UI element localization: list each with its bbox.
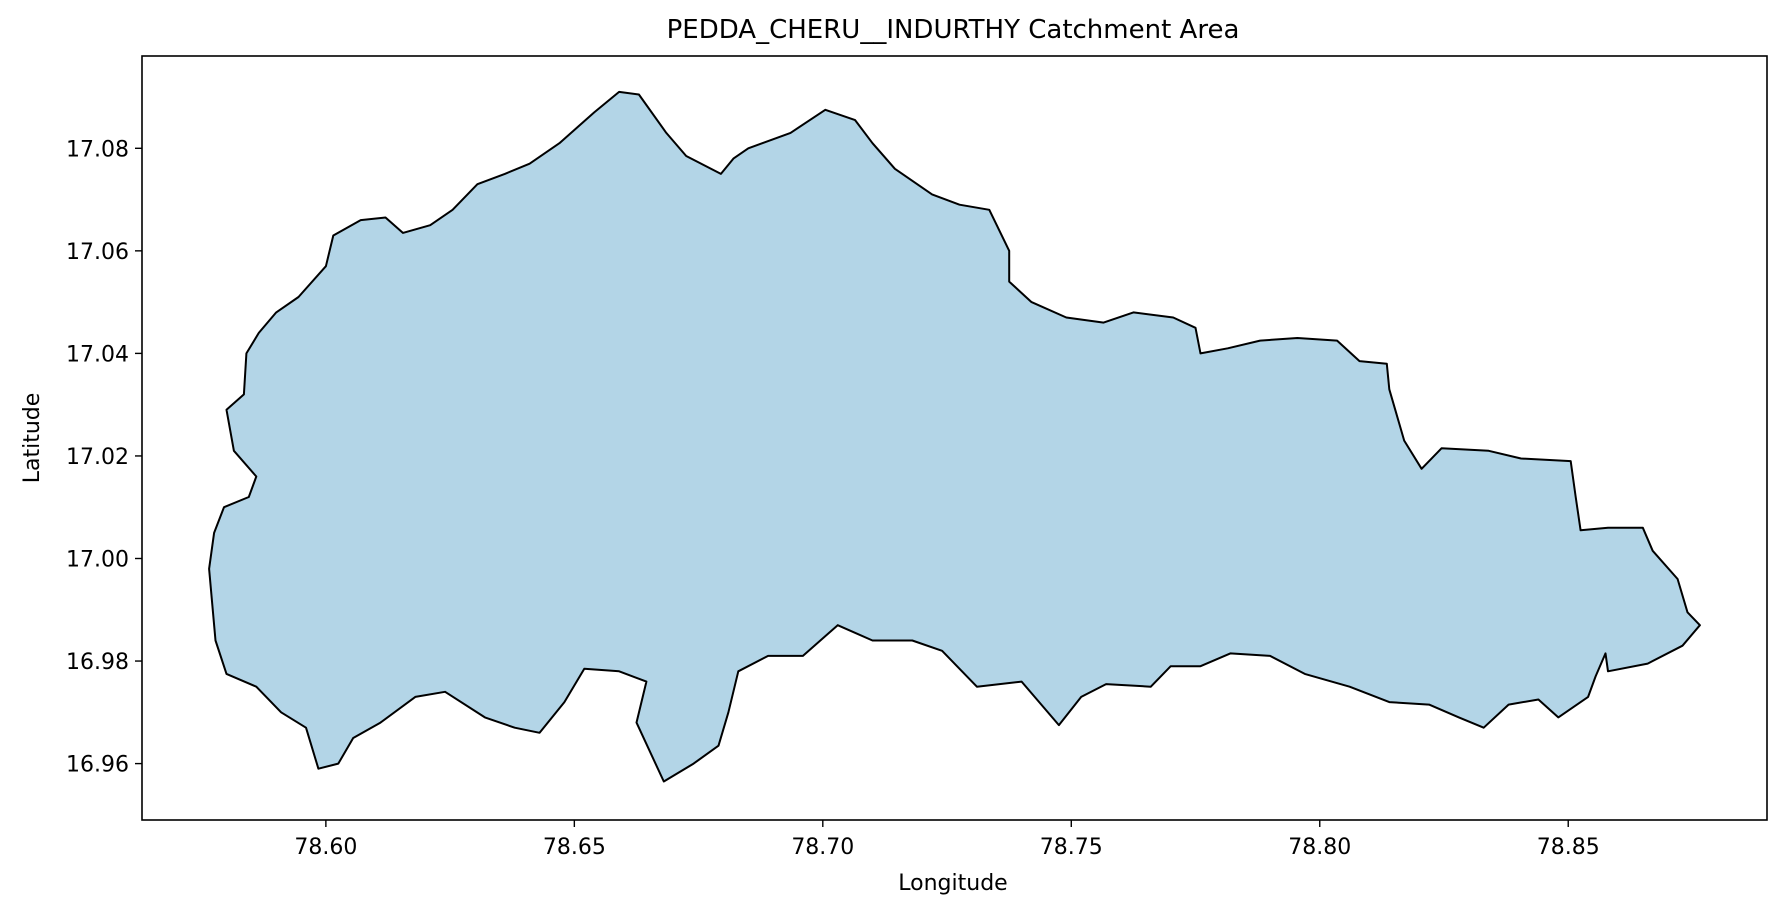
x-axis-title: Longitude bbox=[898, 871, 1007, 896]
y-tick-label: 17.04 bbox=[66, 342, 129, 367]
plot-frame bbox=[141, 55, 1768, 821]
catchment-polygon bbox=[208, 90, 1701, 783]
y-tick-label: 17.08 bbox=[66, 137, 129, 162]
x-tick-label: 78.60 bbox=[294, 835, 357, 860]
y-tick-label: 17.00 bbox=[66, 547, 129, 572]
x-tick-label: 78.75 bbox=[1040, 835, 1103, 860]
y-axis-title: Latitude bbox=[20, 393, 45, 484]
plot-area bbox=[141, 55, 1768, 821]
y-tick-label: 17.06 bbox=[66, 240, 129, 265]
x-tick-label: 78.70 bbox=[791, 835, 854, 860]
x-tick-label: 78.80 bbox=[1288, 835, 1351, 860]
x-axis: 78.60 78.65 78.70 78.75 78.80 78.85 bbox=[294, 820, 1600, 860]
x-tick-label: 78.65 bbox=[543, 835, 606, 860]
x-tick-label: 78.85 bbox=[1537, 835, 1600, 860]
chart-title: PEDDA_CHERU__INDURTHY Catchment Area bbox=[667, 15, 1240, 45]
y-tick-label: 16.96 bbox=[66, 753, 129, 778]
y-axis: 16.96 16.98 17.00 17.02 17.04 17.06 17.08 bbox=[66, 137, 142, 778]
y-tick-label: 17.02 bbox=[66, 445, 129, 470]
y-tick-label: 16.98 bbox=[66, 650, 129, 675]
